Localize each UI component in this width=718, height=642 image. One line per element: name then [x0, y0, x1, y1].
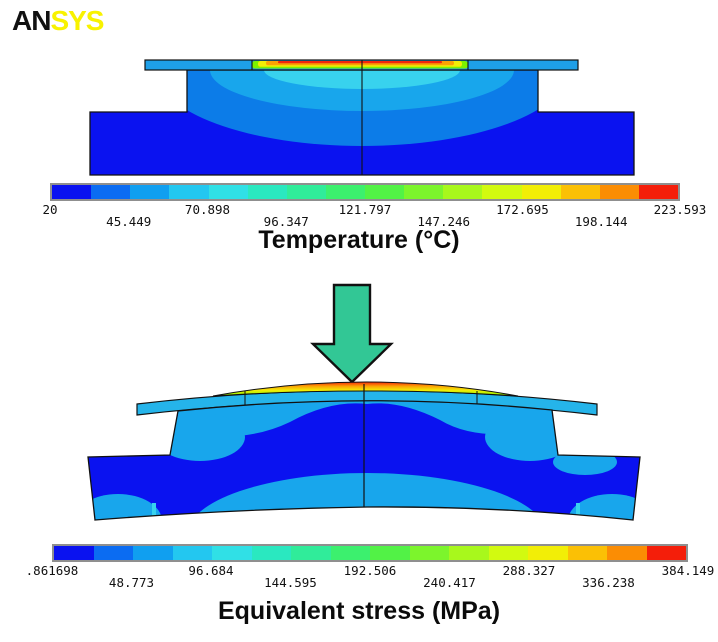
- scale-label: 384.149: [661, 563, 715, 578]
- stress-colorbar: .861698 48.773 96.684 144.595 192.506 240.417…: [26, 544, 715, 590]
- colorbar-segment: [560, 185, 600, 199]
- colorbar-segment: [212, 546, 252, 560]
- stress-patch-notch-right: [553, 449, 617, 475]
- flow-arrow: [310, 283, 394, 384]
- stress-caption: Equivalent stress (MPa): [217, 597, 501, 625]
- colorbar-segment: [130, 185, 170, 199]
- ansys-logo-yellow: SYS: [50, 5, 104, 36]
- colorbar-segment: [251, 546, 291, 560]
- scale-label: 223.593: [653, 202, 707, 217]
- stress-contour-plot: [87, 381, 641, 521]
- temperature-colorbar-bar: [50, 183, 680, 201]
- temperature-contour-plot: [89, 59, 635, 176]
- colorbar-segment: [638, 185, 678, 199]
- scale-label: 240.417: [423, 575, 476, 590]
- stress-patch-shoulder-left: [155, 413, 245, 461]
- scale-label: 288.327: [502, 563, 556, 578]
- colorbar-segment: [409, 546, 449, 560]
- colorbar-segment: [93, 546, 133, 560]
- colorbar-segment: [646, 546, 686, 560]
- ansys-logo-black: AN: [12, 5, 51, 36]
- scale-label: 70.898: [184, 202, 231, 217]
- colorbar-segment: [247, 185, 287, 199]
- scale-label: 96.684: [188, 563, 234, 578]
- stress-patch-shoulder-right: [485, 413, 575, 461]
- deformed-body-outline: [87, 400, 641, 521]
- scale-label: 45.449: [106, 214, 152, 229]
- colorbar-segment: [528, 546, 568, 560]
- temperature-colorbar: 20 45.449 70.898 96.347 121.797 147.246 172.69…: [42, 183, 706, 229]
- base-block-outline: [89, 69, 635, 176]
- colorbar-segment: [330, 546, 370, 560]
- temperature-colorbar-labels: 20 45.449 70.898 96.347 121.797 147.246 172.69…: [42, 201, 706, 229]
- colorbar-segment: [54, 546, 94, 560]
- scale-label: 147.246: [417, 214, 471, 229]
- scale-label: 121.797: [338, 202, 392, 217]
- colorbar-segment: [370, 546, 410, 560]
- scale-label: 336.238: [582, 575, 635, 590]
- colorbar-segment: [521, 185, 561, 199]
- colorbar-segment: [404, 185, 444, 199]
- down-arrow-icon: [310, 283, 394, 384]
- stress-hot-lens: [212, 381, 519, 397]
- colorbar-segment: [291, 546, 331, 560]
- colorbar-segment: [169, 185, 209, 199]
- stress-band-bottom: [187, 473, 547, 520]
- stress-sliver-left: [152, 503, 156, 518]
- scale-label: 20: [42, 202, 58, 217]
- colorbar-segment: [52, 185, 92, 199]
- colorbar-segment: [325, 185, 365, 199]
- stress-colorbar-labels: .861698 48.773 96.684 144.595 192.506 240.417…: [26, 562, 715, 590]
- colorbar-segment: [172, 546, 212, 560]
- temperature-caption: Temperature (°C): [258, 226, 460, 254]
- scale-label: 172.695: [496, 202, 549, 217]
- colorbar-segment: [365, 185, 405, 199]
- stress-patch-corner-left: [88, 494, 162, 520]
- temp-band-sky: [210, 70, 514, 111]
- temp-band-royal: [156, 70, 568, 146]
- colorbar-segment: [567, 546, 607, 560]
- scale-label: 192.506: [343, 563, 397, 578]
- colorbar-segment: [449, 546, 489, 560]
- colorbar-segment: [286, 185, 326, 199]
- colorbar-segment: [607, 546, 647, 560]
- colorbar-segment: [443, 185, 483, 199]
- scale-label: 96.347: [263, 214, 309, 229]
- stress-sliver-right: [576, 503, 580, 518]
- colorbar-segment: [482, 185, 522, 199]
- colorbar-segment: [488, 546, 528, 560]
- scale-label: 48.773: [108, 575, 155, 590]
- ansys-logo: ANSYS: [12, 5, 104, 36]
- stress-colorbar-bar: [52, 544, 688, 562]
- colorbar-segment: [208, 185, 248, 199]
- scale-label: 144.595: [264, 575, 317, 590]
- scale-label: 198.144: [574, 214, 628, 229]
- scale-label: .861698: [25, 563, 79, 578]
- heater-strip-red: [278, 61, 442, 64]
- stress-band-top: [178, 400, 552, 437]
- colorbar-segment: [599, 185, 639, 199]
- colorbar-segment: [91, 185, 131, 199]
- temp-band-cyan: [264, 70, 460, 89]
- colorbar-segment: [133, 546, 173, 560]
